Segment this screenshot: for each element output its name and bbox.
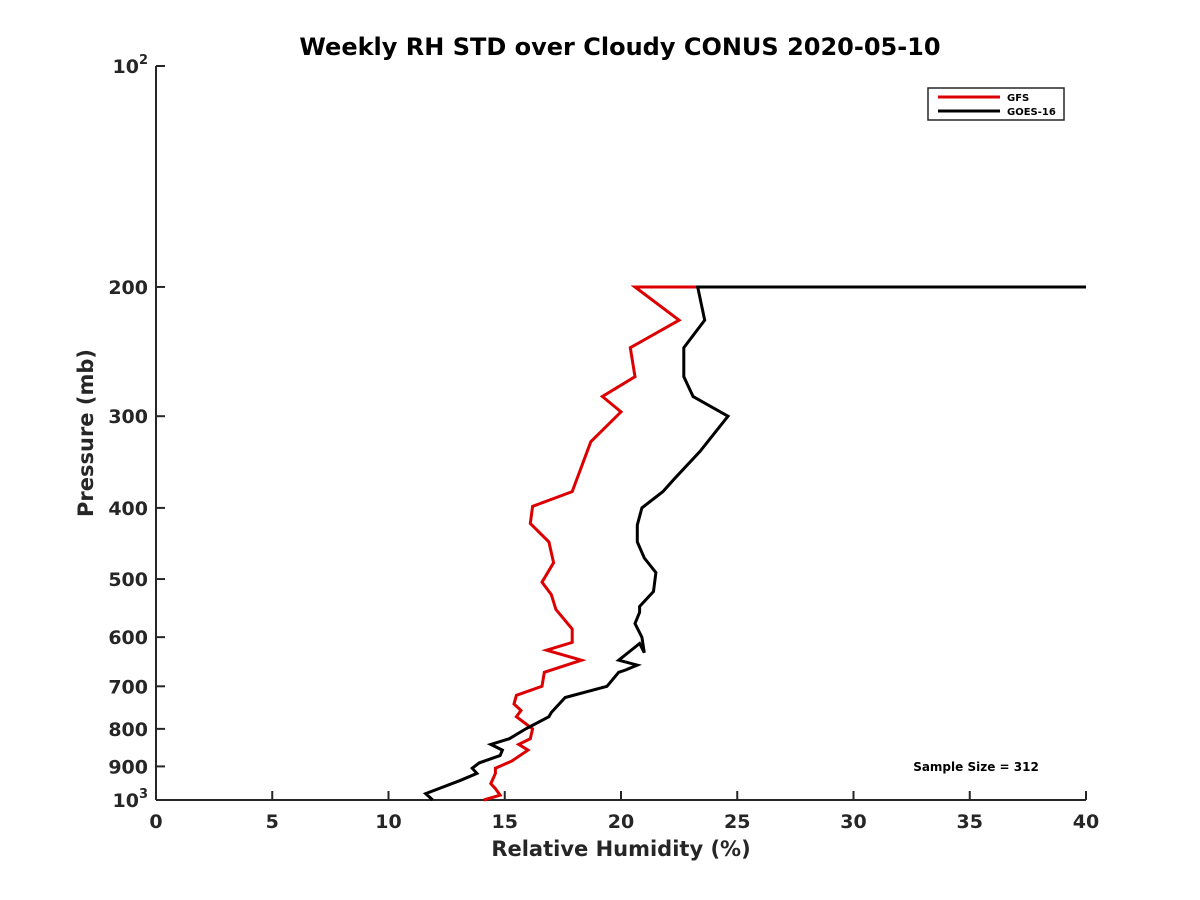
series-line-goes-16 [422,285,1086,802]
y-ticks: 102 200 300 400 500 600 700 800 900 103 [108,53,165,812]
x-tick-label: 15 [492,811,518,833]
x-tick-label: 5 [266,811,279,833]
legend-box [927,87,1065,121]
y-tick-label: 900 [108,756,148,778]
y-tick-label: 200 [108,277,148,299]
y-tick-label: 700 [108,676,148,698]
legend-label: GFS [1007,93,1029,104]
y-tick-label: 800 [108,719,148,741]
legend-label: GOES-16 [1007,107,1056,118]
y-tick-label: 400 [108,498,148,520]
x-tick-label: 0 [149,811,162,833]
chart-title: Weekly RH STD over Cloudy CONUS 2020-05-… [299,33,940,61]
x-tick-label: 40 [1073,811,1099,833]
x-axis-label: Relative Humidity (%) [491,837,750,861]
y-axis-label: Pressure (mb) [74,349,98,517]
x-tick-label: 10 [375,811,401,833]
x-tick-label: 25 [724,811,750,833]
x-tick-label: 35 [957,811,983,833]
sample-size-annotation: Sample Size = 312 [913,760,1039,774]
legend: GFS GOES-16 [927,87,1065,121]
x-ticks: 0 5 10 15 20 25 30 35 40 [149,791,1099,833]
series-line-gfs [483,285,1086,802]
y-tick-label: 102 [113,53,149,78]
y-tick-label: 600 [108,627,148,649]
x-tick-label: 20 [608,811,634,833]
y-tick-label: 500 [108,569,148,591]
y-tick-label: 300 [108,406,148,428]
x-tick-label: 30 [840,811,866,833]
y-tick-label: 103 [113,787,149,812]
series-group [422,285,1086,802]
